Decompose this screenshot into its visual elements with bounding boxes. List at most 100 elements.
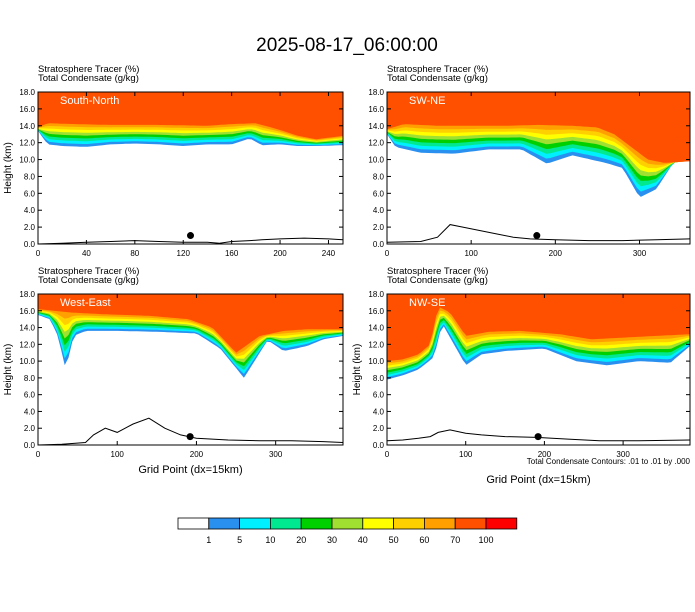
colorbar-label: 1 bbox=[206, 535, 211, 545]
panel-label: SW-NE bbox=[409, 95, 445, 107]
colorbar-label: 30 bbox=[327, 535, 337, 545]
terrain-line bbox=[38, 417, 343, 445]
colorbar-swatch bbox=[177, 517, 210, 530]
y-tick-label: 0.0 bbox=[373, 441, 385, 450]
panel-title-tracer: Stratosphere Tracer (%) bbox=[387, 64, 488, 75]
plot-frame bbox=[37, 91, 344, 245]
x-tick-label: 300 bbox=[616, 450, 630, 459]
y-tick-label: 6.0 bbox=[24, 189, 36, 198]
panel-south-north: Stratosphere Tracer (%)Total Condensate … bbox=[3, 64, 344, 258]
y-tick-label: 18.0 bbox=[19, 88, 35, 97]
colorbar-swatch bbox=[362, 517, 394, 530]
x-tick-label: 100 bbox=[459, 450, 473, 459]
plot-frame bbox=[37, 293, 344, 446]
y-tick-label: 16.0 bbox=[368, 307, 384, 316]
terrain-line bbox=[38, 237, 343, 244]
y-tick-label: 14.0 bbox=[368, 324, 384, 333]
x-tick-label: 80 bbox=[130, 249, 139, 258]
y-tick-label: 4.0 bbox=[373, 407, 385, 416]
plot-area bbox=[387, 294, 690, 445]
y-tick-label: 16.0 bbox=[368, 105, 384, 114]
y-tick-label: 14.0 bbox=[19, 122, 35, 131]
colorbar-label: 100 bbox=[478, 535, 493, 545]
colorbar-swatch bbox=[423, 517, 456, 530]
x-tick-label: 160 bbox=[225, 249, 239, 258]
y-tick-label: 4.0 bbox=[24, 407, 36, 416]
colorbar-label: 10 bbox=[265, 535, 275, 545]
colorbar-swatch bbox=[300, 517, 333, 530]
panel-label: West-East bbox=[60, 297, 111, 309]
y-tick-label: 2.0 bbox=[24, 223, 36, 232]
x-tick-label: 0 bbox=[385, 249, 390, 258]
y-tick-label: 12.0 bbox=[368, 139, 384, 148]
x-tick-label: 300 bbox=[269, 450, 283, 459]
tracer-band-9 bbox=[38, 294, 343, 353]
panel-title-condensate: Total Condensate (g/kg) bbox=[387, 73, 488, 84]
x-tick-label: 0 bbox=[385, 450, 390, 459]
x-tick-label: 40 bbox=[82, 249, 91, 258]
y-tick-label: 10.0 bbox=[368, 156, 384, 165]
plot-area bbox=[38, 294, 343, 445]
colorbar-swatch bbox=[393, 517, 425, 530]
y-tick-label: 2.0 bbox=[373, 424, 385, 433]
colorbar-label: 60 bbox=[419, 535, 429, 545]
y-tick-label: 8.0 bbox=[373, 172, 385, 181]
colorbar-label: 20 bbox=[296, 535, 306, 545]
colorbar-label: 70 bbox=[450, 535, 460, 545]
y-tick-label: 18.0 bbox=[19, 290, 35, 299]
colorbar-swatch bbox=[485, 517, 518, 530]
footnote: Total Condensate Contours: .01 to .01 by… bbox=[527, 457, 691, 466]
colorbar-label: 5 bbox=[237, 535, 242, 545]
location-marker bbox=[187, 232, 194, 240]
terrain-line bbox=[387, 224, 690, 243]
x-tick-label: 100 bbox=[464, 249, 478, 258]
figure-title: 2025-08-17_06:00:00 bbox=[256, 35, 438, 56]
location-marker bbox=[534, 433, 542, 441]
tracer-band-9 bbox=[38, 92, 343, 140]
x-tick-label: 200 bbox=[273, 249, 287, 258]
x-tick-label: 300 bbox=[633, 249, 647, 258]
y-tick-label: 4.0 bbox=[24, 206, 36, 215]
location-marker bbox=[533, 232, 541, 240]
colorbar-swatch bbox=[239, 517, 271, 530]
colorbar: 1 5 10 20 30 40 50 60 70 100 bbox=[177, 517, 518, 545]
tracer-band-9 bbox=[387, 92, 690, 163]
y-tick-label: 0.0 bbox=[24, 240, 36, 249]
panel-title-condensate: Total Condensate (g/kg) bbox=[38, 73, 139, 84]
y-tick-label: 0.0 bbox=[24, 441, 36, 450]
panel-sw-ne: Stratosphere Tracer (%)Total Condensate … bbox=[368, 64, 691, 258]
y-axis-label: Height (km) bbox=[3, 344, 14, 396]
y-tick-label: 6.0 bbox=[373, 391, 385, 400]
y-tick-label: 2.0 bbox=[373, 223, 385, 232]
y-tick-label: 8.0 bbox=[24, 374, 36, 383]
y-tick-label: 10.0 bbox=[19, 357, 35, 366]
panel-title-condensate: Total Condensate (g/kg) bbox=[38, 275, 139, 286]
x-tick-label: 200 bbox=[538, 450, 552, 459]
y-axis-label: Height (km) bbox=[3, 142, 14, 194]
plot-frame bbox=[386, 91, 691, 245]
y-tick-label: 8.0 bbox=[373, 374, 385, 383]
x-tick-label: 240 bbox=[322, 249, 336, 258]
y-tick-label: 16.0 bbox=[19, 105, 35, 114]
y-tick-label: 12.0 bbox=[19, 340, 35, 349]
panel-label: South-North bbox=[60, 95, 119, 107]
x-tick-label: 200 bbox=[549, 249, 563, 258]
y-tick-label: 14.0 bbox=[368, 122, 384, 131]
location-marker bbox=[186, 433, 194, 441]
y-tick-label: 2.0 bbox=[24, 424, 36, 433]
y-tick-label: 6.0 bbox=[373, 189, 385, 198]
y-tick-label: 10.0 bbox=[19, 156, 35, 165]
colorbar-label: 50 bbox=[389, 535, 399, 545]
y-tick-label: 6.0 bbox=[24, 391, 36, 400]
y-tick-label: 18.0 bbox=[368, 290, 384, 299]
colorbar-swatch bbox=[269, 517, 302, 530]
panel-west-east: Stratosphere Tracer (%)Total Condensate … bbox=[3, 266, 344, 476]
y-tick-label: 10.0 bbox=[368, 357, 384, 366]
y-tick-label: 18.0 bbox=[368, 88, 384, 97]
y-tick-label: 14.0 bbox=[19, 324, 35, 333]
panel-title-tracer: Stratosphere Tracer (%) bbox=[38, 64, 139, 75]
panel-nw-se: Stratosphere Tracer (%)Total Condensate … bbox=[352, 266, 691, 486]
y-tick-label: 0.0 bbox=[373, 240, 385, 249]
tracer-band-9 bbox=[387, 294, 690, 362]
